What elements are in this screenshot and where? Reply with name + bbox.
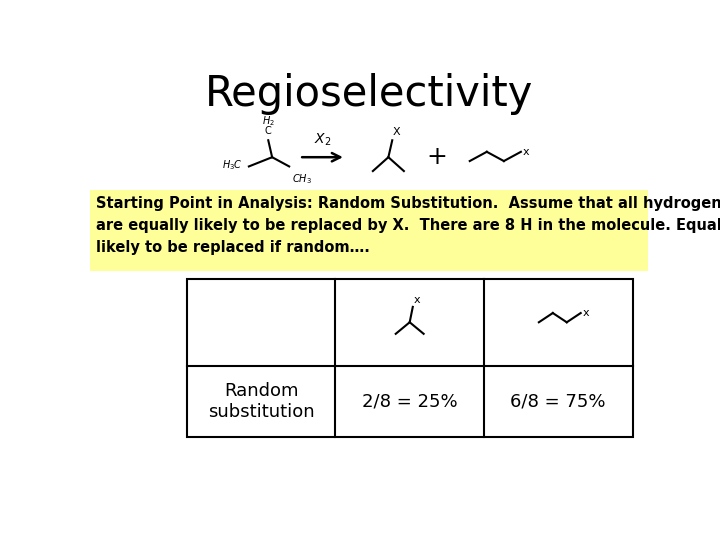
Text: C: C — [265, 126, 271, 136]
Text: Regioselectivity: Regioselectivity — [204, 73, 534, 115]
Text: x: x — [413, 295, 420, 305]
Text: x: x — [523, 147, 529, 157]
Text: x: x — [582, 308, 589, 318]
Text: $H_3C$: $H_3C$ — [222, 158, 243, 172]
Bar — [187, 279, 632, 437]
Text: Random
substitution: Random substitution — [208, 382, 315, 421]
Text: +: + — [427, 145, 448, 169]
Text: X: X — [393, 127, 400, 137]
Text: 2/8 = 25%: 2/8 = 25% — [362, 392, 457, 410]
Bar — [90, 190, 648, 271]
Text: $H_2$: $H_2$ — [262, 114, 275, 128]
Text: $CH_3$: $CH_3$ — [292, 173, 312, 186]
Text: $X_2$: $X_2$ — [314, 132, 331, 148]
Text: Starting Point in Analysis: Random Substitution.  Assume that all hydrogens
are : Starting Point in Analysis: Random Subst… — [96, 195, 720, 255]
Text: 6/8 = 75%: 6/8 = 75% — [510, 392, 606, 410]
